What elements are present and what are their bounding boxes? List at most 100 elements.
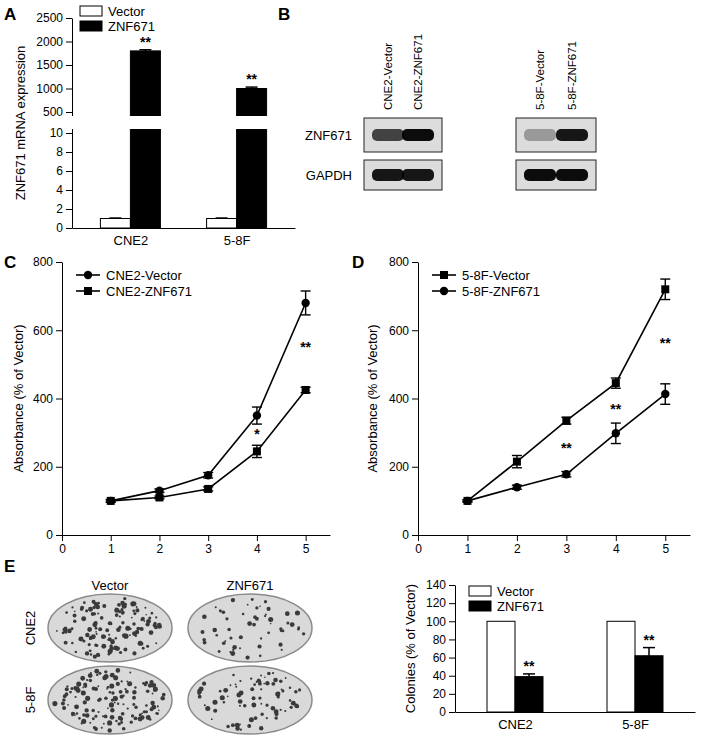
colony (113, 696, 115, 698)
bar-chart: 02468105001000150020002500CNE25-8F****Ve… (4, 4, 296, 249)
colony (71, 712, 75, 716)
colony (290, 622, 295, 627)
colony (65, 611, 68, 614)
error-bar-cap (252, 423, 262, 424)
colony (226, 725, 229, 728)
y-tick-mark (56, 262, 62, 263)
x-tick: 4 (613, 535, 620, 556)
colony (258, 682, 262, 686)
colony (96, 674, 98, 676)
error-bar-cap (660, 299, 670, 300)
colony (92, 717, 95, 720)
colony (260, 688, 262, 690)
point (562, 417, 570, 425)
error-bar (252, 407, 262, 424)
colony (96, 653, 100, 657)
colony (219, 690, 222, 693)
y-tick-mark (66, 18, 72, 19)
legend-label: CNE2-ZNF671 (106, 284, 192, 299)
colony (200, 630, 204, 634)
colony (98, 627, 102, 631)
colony (110, 640, 114, 644)
error-bar-cap (512, 455, 522, 456)
colony (109, 702, 114, 707)
legend-marker (84, 271, 92, 279)
blot-strip (364, 160, 442, 190)
colony (229, 636, 232, 639)
colony (146, 689, 150, 693)
significance-label: ** (610, 401, 621, 417)
colony (222, 610, 226, 614)
x-tick-label: 3 (564, 542, 571, 556)
colony (117, 648, 119, 650)
colony (302, 632, 305, 635)
y-tick-mark (449, 639, 455, 640)
y-axis-title: Colonies (% of Vector) (403, 584, 418, 713)
y-tick-mark (412, 399, 418, 400)
error-bar (512, 455, 522, 467)
y-tick: 0 (56, 221, 72, 235)
point (463, 497, 471, 505)
y-tick-label: 600 (33, 324, 53, 338)
colony (279, 680, 283, 684)
colony (98, 711, 100, 713)
y-tick: 4 (56, 183, 72, 197)
colony (162, 693, 166, 697)
x-axis-line (63, 535, 331, 536)
colony (254, 716, 258, 720)
colony (152, 684, 155, 687)
error-bar (643, 648, 655, 656)
colony (153, 687, 157, 691)
error-bar (252, 445, 262, 457)
x-tick-mark (665, 535, 666, 541)
colony (259, 655, 262, 658)
significance-label: ** (561, 440, 572, 456)
colony (76, 682, 81, 687)
colony (111, 691, 114, 694)
colony (260, 675, 262, 677)
error-bar-cap (611, 388, 621, 389)
colony (92, 686, 96, 690)
colony (64, 630, 68, 634)
plate (188, 666, 312, 734)
x-tick-mark (418, 535, 419, 541)
colony (78, 717, 81, 720)
y-axis-title: Absorbance (% of Vector) (365, 324, 380, 472)
colony (61, 701, 65, 705)
colony (90, 653, 92, 655)
colony (88, 643, 91, 646)
colony (219, 609, 222, 612)
colony (213, 709, 217, 713)
x-tick: 3 (564, 535, 571, 556)
error-bar (216, 218, 228, 219)
colony (251, 703, 256, 708)
colony (103, 723, 105, 725)
error-bar-cap (660, 404, 670, 405)
colony (250, 677, 252, 679)
y-tick-label: 8 (56, 145, 63, 159)
colony (247, 621, 252, 626)
legend-item: 5-8F-ZNF671 (432, 284, 540, 299)
error-bar (611, 423, 621, 443)
bar (100, 219, 130, 229)
colony (285, 611, 290, 616)
colony (134, 686, 136, 688)
colony (93, 726, 96, 729)
colony (115, 646, 120, 651)
legend-swatch (469, 601, 491, 611)
error-bar (109, 218, 121, 219)
x-tick-label: 1 (108, 542, 115, 556)
x-tick: CNE2 (114, 228, 149, 248)
y-axis-line (455, 586, 456, 713)
colony (115, 613, 119, 617)
x-tick-label: 5-8F (224, 233, 251, 248)
colony (85, 713, 90, 718)
x-tick-label: 5-8F (622, 717, 649, 732)
y-tick-label: 10 (50, 126, 64, 140)
colony (73, 619, 76, 622)
point (253, 447, 261, 455)
colony (74, 696, 76, 698)
colony (157, 623, 161, 627)
colony (98, 698, 102, 702)
y-tick-label: 0 (402, 528, 409, 542)
